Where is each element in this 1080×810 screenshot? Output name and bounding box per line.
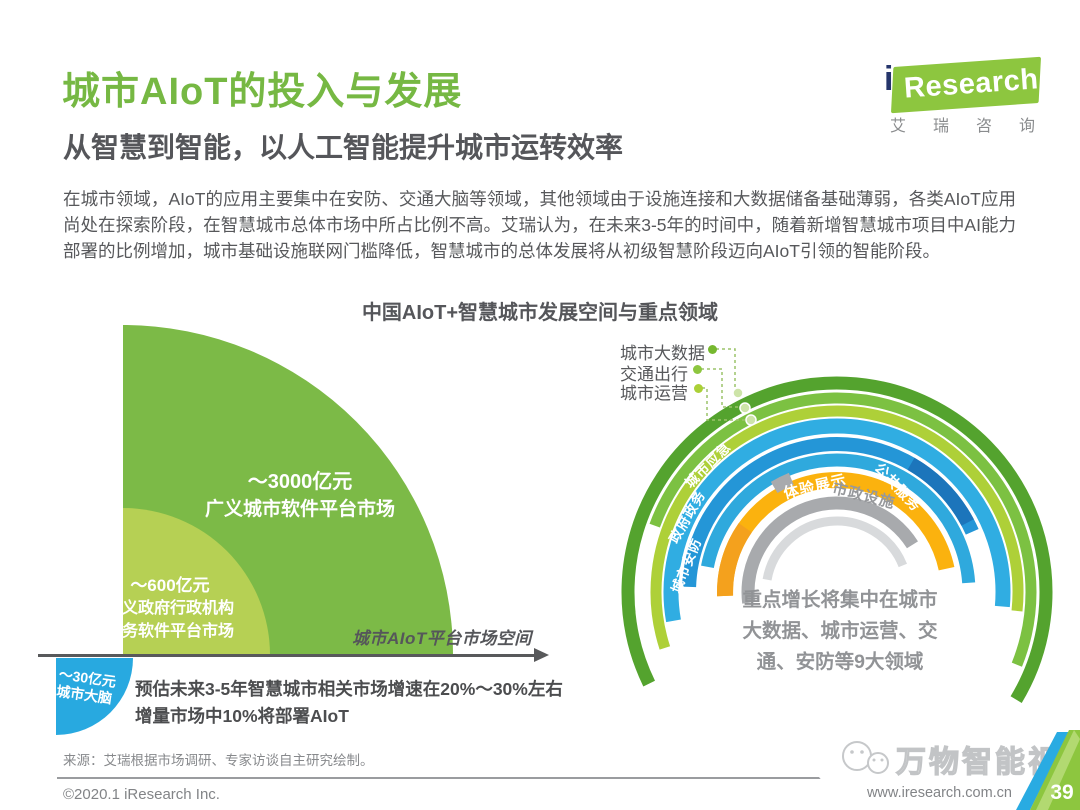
ring-chart-center-note: 重点增长将集中在城市 大数据、城市运营、交 通、安防等9大领域	[700, 585, 980, 678]
x-axis-line	[38, 654, 536, 657]
ring-anchor-dots	[732, 387, 757, 426]
segment-value: ～3000亿元	[247, 471, 353, 493]
center-note-line-3: 通、安防等9大领域	[756, 651, 924, 673]
leader-line-transport	[701, 368, 741, 408]
legend-dot-operation	[694, 384, 703, 393]
corner-lightgreen-triangle	[1036, 730, 1080, 810]
logo-chinese-text: 艾瑞咨询	[890, 118, 1063, 135]
segment-name: 狭义政府行政机构	[105, 600, 234, 617]
center-note-line-1: 重点增长将集中在城市	[742, 589, 938, 611]
legend-leader-lines	[701, 348, 747, 421]
segment-value: ～600亿元	[130, 576, 210, 595]
legend-dot-transport	[693, 365, 702, 374]
logo-i-text: i	[884, 60, 894, 98]
ring-arc-政府政务	[682, 437, 979, 588]
x-axis-arrowhead-icon	[534, 648, 549, 662]
page-title: 城市AIoT的投入与发展	[62, 71, 463, 113]
legend-item-operation: 城市运营	[620, 384, 688, 403]
corner-blue-triangle	[1016, 732, 1069, 810]
note-line-2: 增量市场中10%将部署AIoT	[135, 706, 349, 726]
footer-copyright: ©2020.1 iResearch Inc.	[63, 786, 220, 803]
iresearch-logo: Research i 艾瑞咨询	[878, 52, 1048, 135]
x-axis-label: 城市AIoT平台市场空间	[352, 629, 532, 648]
segment-label-software-market: ～3000亿元 广义城市软件平台市场	[150, 468, 450, 524]
intro-paragraph: 在城市领域，AIoT的应用主要集中在安防、交通大脑等领域，其他领域由于设施连接和…	[63, 189, 1016, 261]
leader-line-operation	[702, 387, 747, 421]
ring-arc-dark-blue-step	[907, 457, 974, 526]
page-subtitle: 从智慧到智能，以人工智能提升城市运转效率	[63, 132, 624, 163]
ring-label-emergency: 城市应急	[682, 439, 734, 491]
note-line-1: 预估未来3-5年智慧城市相关市场增速在20%～30%左右	[135, 679, 563, 699]
page-corner-graphic: 39	[1016, 730, 1080, 810]
ring-dot-big-data	[732, 387, 744, 399]
segment-label-gov-market: ～600亿元 狭义政府行政机构 政务软件平台市场	[50, 574, 290, 643]
ring-arc-市政设施	[762, 516, 908, 581]
leader-line-big-data	[716, 348, 736, 390]
source-note: 来源：艾瑞根据市场调研、专家访谈自主研究绘制。	[63, 753, 374, 768]
segment-name: 政务软件平台市场	[105, 623, 234, 640]
chart-title: 中国AIoT+智慧城市发展空间与重点领域	[361, 302, 719, 324]
legend-dot-big-data	[708, 345, 717, 354]
footer-divider	[57, 777, 1080, 779]
watermark-bubbles-icon	[842, 741, 889, 774]
ring-dot-transport	[739, 402, 751, 414]
center-note-line-2: 大数据、城市运营、交	[742, 620, 938, 642]
left-chart-note: 预估未来3-5年智慧城市相关市场增速在20%～30%左右 增量市场中10%将部署…	[135, 676, 563, 730]
page-number: 39	[1050, 781, 1073, 804]
ring-dot-operation	[745, 414, 757, 426]
legend-item-big-data: 城市大数据	[620, 344, 705, 363]
footer-website: www.iresearch.com.cn	[866, 785, 1012, 801]
segment-name: 广义城市软件平台市场	[204, 499, 395, 520]
legend-item-transport: 交通出行	[620, 365, 688, 384]
